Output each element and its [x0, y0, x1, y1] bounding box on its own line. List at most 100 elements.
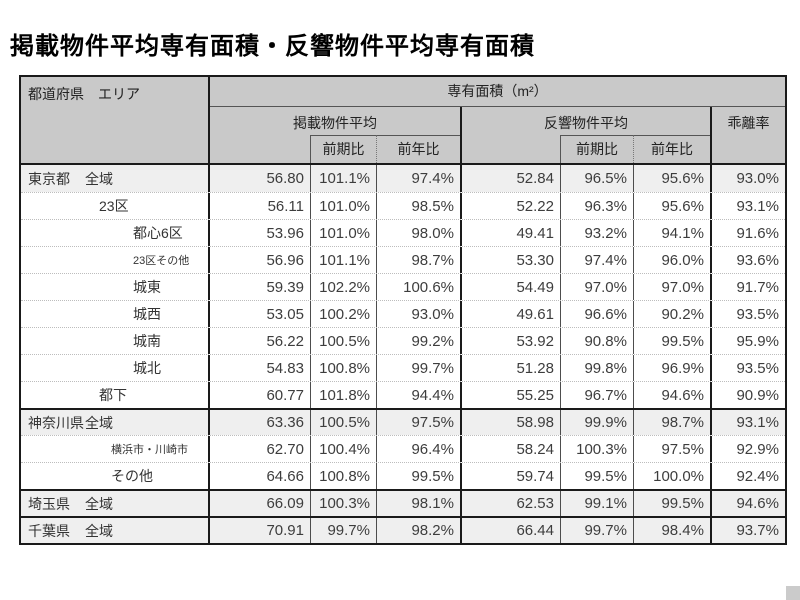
response-yoy-cell: 96.9%	[634, 355, 712, 381]
listed-qoq-cell: 101.0%	[311, 193, 377, 219]
divergence-rate-cell: 94.6%	[736, 495, 779, 512]
table-row: 城北 54.83 100.8% 99.7% 51.28 99.8% 96.9% …	[21, 354, 785, 381]
header-listed-average: 掲載物件平均	[210, 107, 462, 163]
response-qoq-cell: 99.7%	[561, 518, 634, 543]
divergence-rate-cell: 93.6%	[736, 251, 779, 269]
response-yoy-cell: 97.5%	[634, 436, 712, 462]
divergence-rate-cell: 90.9%	[736, 386, 779, 404]
listed-average-cell: 53.05	[210, 301, 311, 327]
response-qoq-cell: 100.3%	[561, 436, 634, 462]
table-row: 都下 60.77 101.8% 94.4% 55.25 96.7% 94.6% …	[21, 381, 785, 408]
area-cell: 千葉県 全域	[21, 518, 210, 543]
area-cell: 神奈川県 全域	[21, 410, 210, 435]
listed-yoy-cell: 99.2%	[377, 328, 462, 354]
table-row: 横浜市・川崎市 62.70 100.4% 96.4% 58.24 100.3% …	[21, 435, 785, 462]
listed-average-cell: 70.91	[210, 518, 311, 543]
response-yoy-cell: 90.2%	[634, 301, 712, 327]
response-yoy-cell: 99.5%	[634, 328, 712, 354]
response-average-cell: 52.22	[462, 193, 561, 219]
header-response-qoq: 前期比	[560, 135, 633, 163]
table-row: 都心6区 53.96 101.0% 98.0% 49.41 93.2% 94.1…	[21, 219, 785, 246]
listed-yoy-cell: 98.7%	[377, 247, 462, 273]
response-yoy-cell: 96.0%	[634, 247, 712, 273]
listed-qoq-cell: 101.1%	[311, 165, 377, 192]
table-row: 23区その他 56.96 101.1% 98.7% 53.30 97.4% 96…	[21, 246, 785, 273]
response-qoq-cell: 97.4%	[561, 247, 634, 273]
divergence-rate-cell: 93.7%	[736, 522, 779, 539]
response-yoy-cell: 95.6%	[634, 165, 712, 192]
response-qoq-cell: 99.5%	[561, 463, 634, 489]
area-cell: 城北	[21, 355, 210, 381]
resize-handle	[786, 586, 800, 600]
response-qoq-cell: 99.1%	[561, 491, 634, 516]
listed-yoy-cell: 96.4%	[377, 436, 462, 462]
listed-yoy-cell: 100.6%	[377, 274, 462, 300]
listed-qoq-cell: 101.8%	[311, 382, 377, 408]
listed-qoq-cell: 100.3%	[311, 491, 377, 516]
area-label: その他	[111, 468, 153, 484]
response-qoq-cell: 93.2%	[561, 220, 634, 246]
divergence-rate-cell: 92.4%	[736, 467, 779, 485]
listed-yoy-cell: 97.4%	[377, 165, 462, 192]
listed-average-cell: 63.36	[210, 410, 311, 435]
area-label: 全域	[85, 414, 113, 431]
area-cell: 23区その他	[21, 247, 210, 273]
listed-yoy-cell: 97.5%	[377, 410, 462, 435]
listed-average-cell: 64.66	[210, 463, 311, 489]
header-response-average: 反響物件平均	[462, 107, 712, 163]
listed-qoq-cell: 100.8%	[311, 355, 377, 381]
prefecture-label: 神奈川県	[28, 414, 84, 431]
table-row: 城西 53.05 100.2% 93.0% 49.61 96.6% 90.2% …	[21, 300, 785, 327]
header-listed-yoy: 前年比	[376, 135, 460, 163]
listed-qoq-cell: 100.2%	[311, 301, 377, 327]
area-cell: 城南	[21, 328, 210, 354]
floor-area-table: 都道府県 エリア 専有面積（m²） 掲載物件平均 反響物件平均 乖離率 前期比 …	[19, 75, 787, 545]
response-yoy-cell: 97.0%	[634, 274, 712, 300]
prefecture-label: 千葉県	[28, 522, 70, 539]
listed-yoy-cell: 98.1%	[377, 491, 462, 516]
area-label: 城北	[133, 360, 161, 376]
response-qoq-cell: 96.7%	[561, 382, 634, 408]
response-average-cell: 49.41	[462, 220, 561, 246]
header-response-yoy: 前年比	[633, 135, 710, 163]
divergence-rate-cell: 91.7%	[736, 278, 779, 296]
listed-average-cell: 62.70	[210, 436, 311, 462]
table-row: 23区 56.11 101.0% 98.5% 52.22 96.3% 95.6%…	[21, 192, 785, 219]
prefecture-label: 東京都	[28, 170, 70, 187]
area-cell: 横浜市・川崎市	[21, 436, 210, 462]
table-row: 城南 56.22 100.5% 99.2% 53.92 90.8% 99.5% …	[21, 327, 785, 354]
listed-yoy-cell: 94.4%	[377, 382, 462, 408]
response-qoq-cell: 96.5%	[561, 165, 634, 192]
table-row: 神奈川県 全域 63.36 100.5% 97.5% 58.98 99.9% 9…	[21, 408, 785, 435]
response-average-cell: 55.25	[462, 382, 561, 408]
listed-yoy-cell: 98.0%	[377, 220, 462, 246]
area-label: 23区	[99, 198, 129, 214]
listed-average-cell: 53.96	[210, 220, 311, 246]
listed-average-cell: 66.09	[210, 491, 311, 516]
response-average-cell: 54.49	[462, 274, 561, 300]
listed-yoy-cell: 93.0%	[377, 301, 462, 327]
listed-qoq-cell: 102.2%	[311, 274, 377, 300]
response-average-cell: 58.24	[462, 436, 561, 462]
listed-qoq-cell: 99.7%	[311, 518, 377, 543]
table-row: 埼玉県 全域 66.09 100.3% 98.1% 62.53 99.1% 99…	[21, 489, 785, 516]
response-qoq-cell: 99.8%	[561, 355, 634, 381]
area-cell: 都下	[21, 382, 210, 408]
response-average-cell: 53.92	[462, 328, 561, 354]
divergence-rate-cell: 93.1%	[736, 197, 779, 215]
response-yoy-cell: 94.1%	[634, 220, 712, 246]
divergence-rate-cell: 92.9%	[736, 440, 779, 458]
response-yoy-cell: 94.6%	[634, 382, 712, 408]
table-row: 千葉県 全域 70.91 99.7% 98.2% 66.44 99.7% 98.…	[21, 516, 785, 543]
response-yoy-cell: 98.7%	[634, 410, 712, 435]
listed-average-cell: 56.22	[210, 328, 311, 354]
listed-yoy-cell: 99.5%	[377, 463, 462, 489]
area-label: 全域	[85, 170, 113, 187]
table-body: 東京都 全域 56.80 101.1% 97.4% 52.84 96.5% 95…	[21, 165, 785, 543]
response-qoq-cell: 90.8%	[561, 328, 634, 354]
listed-average-cell: 60.77	[210, 382, 311, 408]
listed-average-cell: 56.96	[210, 247, 311, 273]
listed-average-cell: 56.80	[210, 165, 311, 192]
divergence-rate-cell: 93.1%	[736, 414, 779, 431]
